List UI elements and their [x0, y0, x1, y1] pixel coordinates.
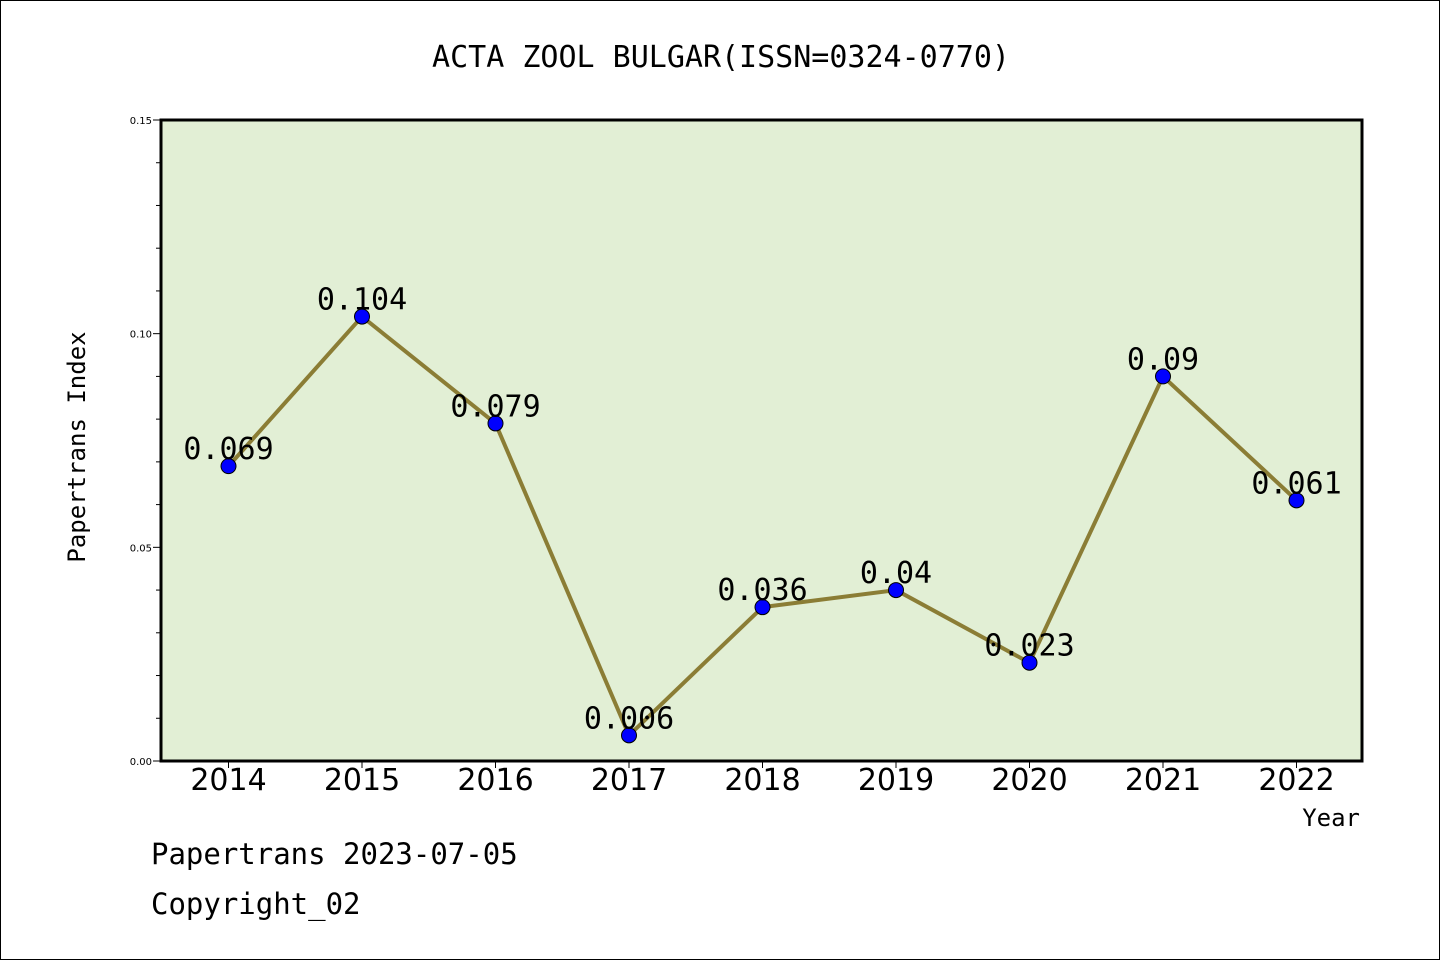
data-point: [1155, 368, 1171, 385]
plot-area: [161, 120, 1362, 761]
data-point: [220, 458, 237, 475]
x-tick-label: 2020: [991, 763, 1067, 798]
data-label: 0.061: [1251, 466, 1341, 501]
data-label: 0.04: [860, 556, 932, 591]
footer-date: Papertrans 2023-07-05: [151, 837, 518, 871]
y-tick-label: 0.00: [130, 757, 152, 768]
data-label: 0.006: [584, 701, 674, 736]
data-label: 0.079: [450, 389, 540, 424]
x-tick-label: 2014: [190, 763, 266, 798]
footer-copyright: Copyright_02: [151, 887, 361, 921]
y-tick-label: 0.15: [130, 116, 152, 127]
data-point: [754, 599, 771, 616]
plot-frame: [159, 118, 1364, 763]
data-point: [487, 415, 504, 432]
y-axis-label: Papertrans Index: [63, 331, 91, 562]
x-axis-label: Year: [1302, 804, 1360, 832]
x-tick-label: 2022: [1258, 763, 1334, 798]
x-tick-label: 2016: [457, 763, 533, 798]
data-label: 0.104: [317, 283, 407, 318]
data-point: [888, 582, 904, 599]
x-tick-label: 2019: [858, 763, 934, 798]
data-point: [621, 727, 637, 744]
data-label: 0.09: [1127, 342, 1199, 377]
x-tick-label: 2018: [724, 763, 800, 798]
data-point: [1288, 492, 1305, 509]
y-tick-label: 0.10: [130, 330, 152, 341]
chart-title: ACTA ZOOL BULGAR(ISSN=0324-0770): [432, 40, 1010, 75]
data-label: 0.069: [183, 432, 273, 467]
data-point: [1021, 654, 1038, 671]
data-label: 0.023: [984, 629, 1074, 664]
data-label: 0.036: [717, 573, 807, 608]
data-point: [354, 308, 370, 325]
x-tick-label: 2017: [591, 763, 667, 798]
x-tick-label: 2021: [1125, 763, 1201, 798]
y-tick-label: 0.05: [130, 543, 152, 554]
x-tick-label: 2015: [324, 763, 400, 798]
